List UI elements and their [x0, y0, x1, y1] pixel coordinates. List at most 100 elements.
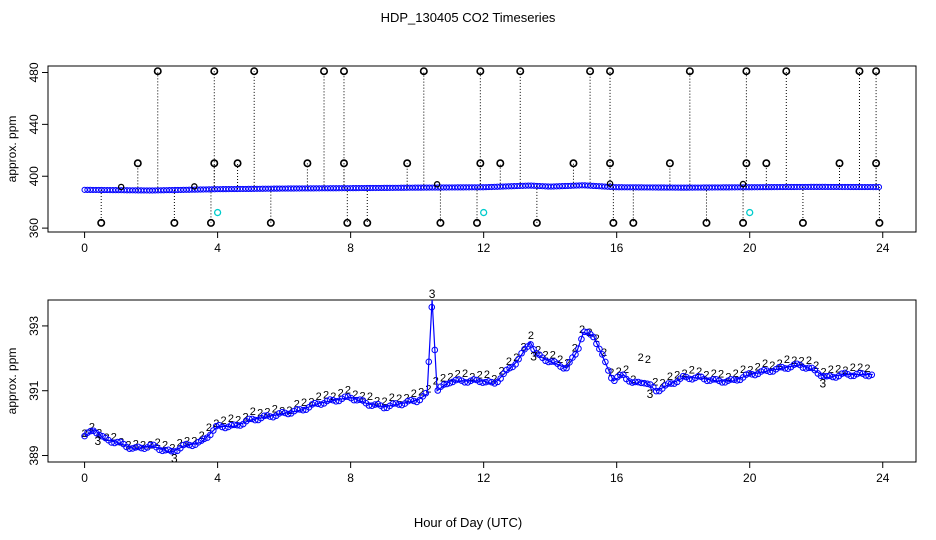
- series-2-marker: 2: [784, 354, 790, 366]
- series-3-point: [617, 371, 624, 379]
- cyan-point: [746, 208, 754, 217]
- x-tick-label: 0: [81, 241, 88, 255]
- y-tick-label: 400: [27, 166, 41, 186]
- series-3-point: [479, 379, 486, 386]
- x-tick-label: 20: [743, 241, 757, 255]
- series-3-point: [805, 364, 813, 372]
- series-3-point: [87, 427, 94, 435]
- x-tick-label: 8: [347, 471, 354, 485]
- outlier-mid: [210, 159, 219, 168]
- series-3-point: [251, 416, 259, 424]
- series-3-point: [667, 380, 675, 387]
- series-2-marker: 2: [316, 391, 322, 403]
- y-tick-label: 389: [27, 445, 41, 465]
- bottom-plot-frame: [47, 299, 917, 463]
- series-3-point: [745, 370, 753, 377]
- outlier-high: [210, 67, 219, 76]
- series-2-marker: 2: [206, 422, 212, 434]
- series-3-point: [165, 446, 172, 454]
- series-3-point: [841, 369, 849, 377]
- series-3-point: [189, 442, 196, 450]
- series-2-marker: 2: [550, 349, 556, 361]
- series-3-point: [248, 415, 256, 423]
- series-2-marker: 2: [228, 413, 234, 425]
- series-3-point: [733, 377, 741, 384]
- series-2-marker: 2: [820, 366, 826, 378]
- series-2-marker: 2: [250, 406, 256, 418]
- bottom-y-axis-label: approx. ppm: [5, 348, 19, 415]
- outlier-low: [798, 218, 807, 227]
- series-3-point: [775, 363, 783, 371]
- series-3-point: [506, 364, 513, 372]
- series-3-point: [575, 345, 582, 352]
- series-3-point: [751, 371, 759, 379]
- outlier-high: [855, 67, 864, 76]
- x-tick-label: 16: [610, 471, 624, 485]
- series-3-marker: 3: [647, 387, 654, 401]
- series-2-marker: 2: [411, 388, 417, 400]
- outlier-mid: [835, 159, 844, 168]
- series-3-point: [135, 443, 142, 451]
- series-3-point: [596, 345, 603, 353]
- series-3-point: [847, 372, 855, 380]
- series-3-point: [856, 369, 864, 377]
- small-outlier: [191, 183, 198, 190]
- series-3-point: [299, 406, 307, 414]
- series-2-marker: 2: [177, 438, 183, 450]
- outlier-low: [436, 218, 445, 227]
- outlier-high: [586, 67, 595, 76]
- series-3-point: [159, 447, 166, 455]
- small-outlier: [117, 183, 125, 191]
- series-3-point: [425, 358, 433, 366]
- series-3-point: [147, 441, 154, 449]
- series-2-marker: 2: [352, 389, 358, 401]
- series-2-marker: 2: [740, 364, 746, 376]
- series-2-marker: 2: [111, 431, 117, 443]
- series-3-point: [760, 366, 768, 374]
- series-2-marker: 2: [638, 352, 644, 364]
- outlier-low: [609, 218, 618, 227]
- series-3-point: [440, 381, 448, 388]
- outlier-low: [206, 218, 215, 227]
- series-3-point: [332, 398, 340, 405]
- series-3-point: [712, 376, 720, 383]
- outlier-mid: [233, 159, 242, 168]
- outlier-high: [516, 67, 525, 76]
- series-2-marker: 2: [542, 349, 548, 361]
- series-2-marker: 2: [674, 370, 680, 382]
- y-tick-label: 391: [27, 380, 41, 400]
- outlier-low: [473, 218, 482, 227]
- outlier-mid: [496, 159, 505, 168]
- series-2-marker: 2: [257, 407, 263, 419]
- x-tick-label: 12: [477, 241, 491, 255]
- series-2-marker: 2: [381, 396, 387, 408]
- series-2-marker: 2: [308, 396, 314, 408]
- series-3-point: [233, 421, 241, 429]
- series-3-point: [766, 368, 774, 376]
- series-3-point: [428, 303, 436, 311]
- series-3-point: [688, 375, 696, 383]
- series-3-point: [263, 412, 271, 419]
- outlier-mid: [742, 159, 751, 168]
- series-3-point: [344, 393, 352, 400]
- series-3-point: [278, 408, 286, 416]
- outlier-mid: [569, 159, 578, 168]
- outlier-high: [339, 67, 348, 76]
- series-2-marker: 2: [594, 333, 600, 345]
- series-2-marker: 2: [440, 372, 446, 384]
- series-2-marker: 2: [521, 341, 527, 353]
- series-2-marker: 2: [279, 405, 285, 417]
- series-3-point: [637, 379, 645, 387]
- series-3-point: [293, 405, 301, 413]
- top-y-axis-label: approx. ppm: [5, 116, 19, 183]
- series-2-marker: 2: [162, 439, 168, 451]
- series-2-marker: 2: [491, 374, 497, 386]
- series-3-point: [512, 361, 519, 368]
- series-3-point: [829, 373, 837, 381]
- series-2-marker: 2: [733, 368, 739, 380]
- series-3-point: [111, 439, 118, 447]
- series-2-marker: 2: [301, 397, 307, 409]
- series-3-point: [395, 401, 403, 408]
- series-3-point: [96, 431, 103, 439]
